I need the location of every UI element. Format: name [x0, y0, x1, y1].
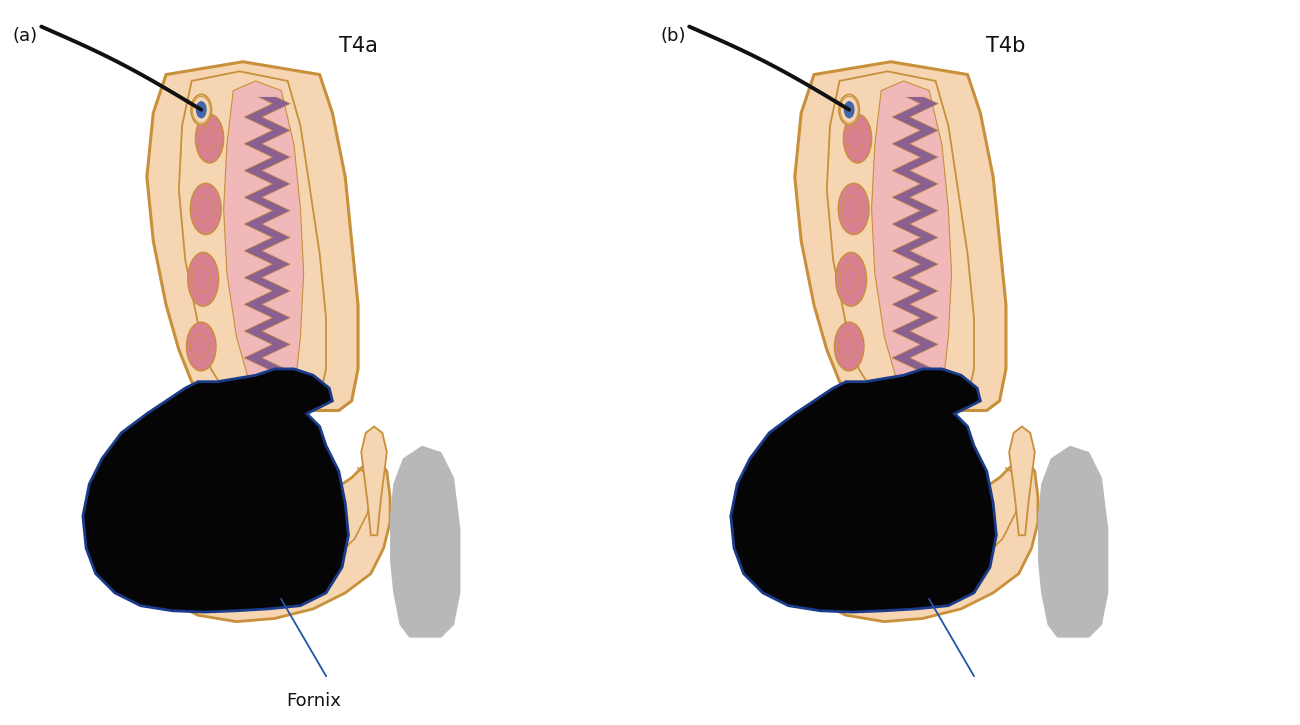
- Text: T4b: T4b: [987, 36, 1026, 56]
- Ellipse shape: [838, 94, 859, 125]
- Polygon shape: [361, 426, 387, 535]
- Ellipse shape: [195, 115, 224, 163]
- Polygon shape: [179, 71, 326, 398]
- Ellipse shape: [838, 183, 868, 234]
- Polygon shape: [731, 369, 996, 612]
- Text: (b): (b): [660, 27, 686, 44]
- Ellipse shape: [844, 115, 871, 163]
- Ellipse shape: [190, 183, 221, 234]
- Polygon shape: [794, 62, 1006, 410]
- Polygon shape: [892, 97, 939, 392]
- Ellipse shape: [844, 101, 854, 118]
- Ellipse shape: [836, 252, 867, 306]
- Polygon shape: [147, 62, 358, 410]
- Polygon shape: [1009, 426, 1035, 535]
- Polygon shape: [871, 81, 952, 394]
- Polygon shape: [1037, 446, 1109, 638]
- Polygon shape: [390, 446, 460, 638]
- Polygon shape: [244, 97, 290, 392]
- Polygon shape: [103, 458, 390, 621]
- Text: Fornix: Fornix: [286, 692, 341, 710]
- Polygon shape: [827, 71, 974, 398]
- Ellipse shape: [835, 322, 864, 370]
- Text: T4a: T4a: [338, 36, 377, 56]
- Polygon shape: [83, 369, 348, 612]
- Polygon shape: [224, 81, 304, 394]
- Ellipse shape: [191, 94, 212, 125]
- Ellipse shape: [196, 101, 207, 118]
- Text: (a): (a): [13, 27, 38, 44]
- Ellipse shape: [187, 252, 218, 306]
- Polygon shape: [750, 458, 1037, 621]
- Ellipse shape: [186, 322, 216, 370]
